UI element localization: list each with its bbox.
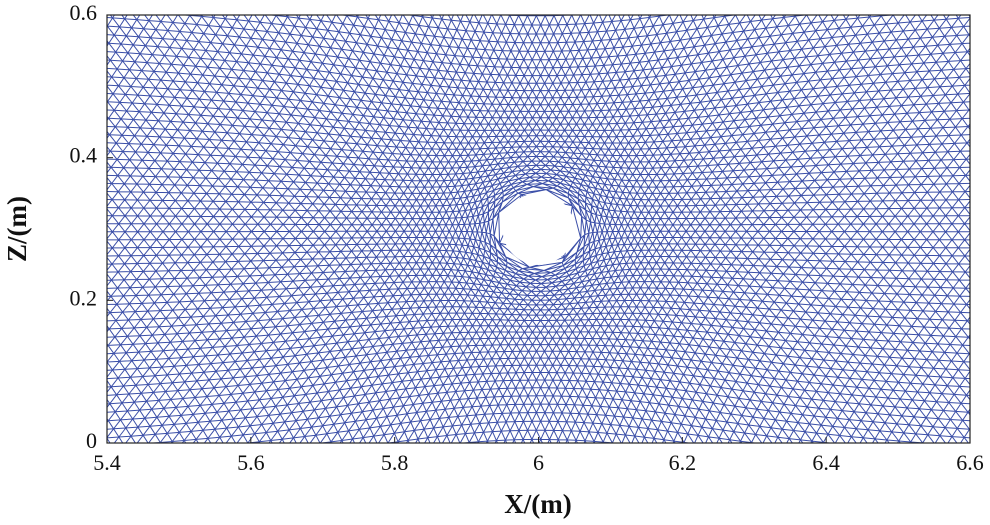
y-tick-label: 0.2 <box>70 285 98 310</box>
x-tick-label: 5.6 <box>237 450 265 475</box>
y-tick-label: 0 <box>86 428 97 453</box>
x-axis-label: X/(m) <box>504 489 571 519</box>
plot-area <box>107 15 970 443</box>
hole <box>502 193 575 265</box>
x-tick-label: 5.8 <box>381 450 409 475</box>
x-tick-label: 6.2 <box>669 450 697 475</box>
mesh <box>107 15 970 443</box>
x-tick-label: 6.6 <box>956 450 984 475</box>
x-tick-label: 6.4 <box>812 450 840 475</box>
y-axis-label: Z/(m) <box>2 196 32 262</box>
y-tick-label: 0.4 <box>70 143 98 168</box>
y-tick-label: 0.6 <box>70 0 98 25</box>
x-tick-label: 6 <box>533 450 544 475</box>
x-tick-label: 5.4 <box>93 450 121 475</box>
